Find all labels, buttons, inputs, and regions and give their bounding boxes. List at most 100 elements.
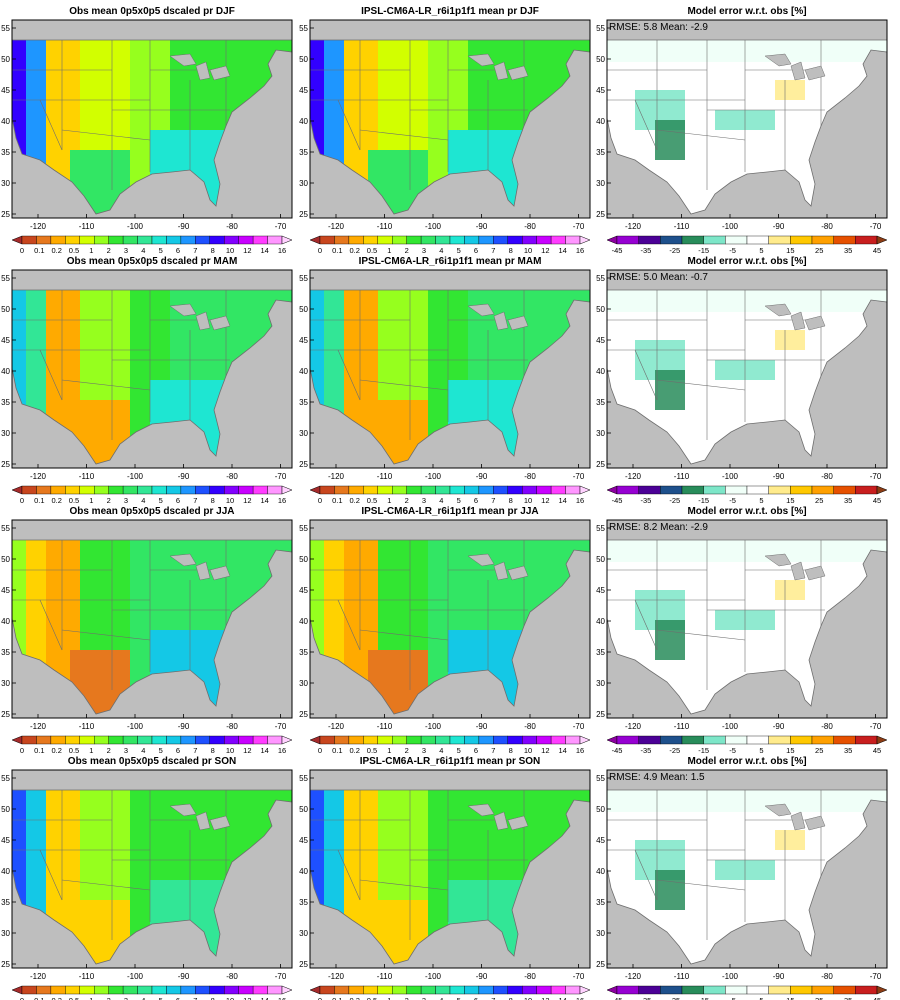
colorbar-swatch: [811, 985, 834, 995]
lat-tick-label: 55: [1, 524, 10, 533]
lat-tick-label: 50: [596, 55, 605, 64]
colorbar-label: 0: [318, 496, 322, 505]
state-boundary: [61, 379, 151, 391]
colorbar-label: 5: [159, 496, 163, 505]
colorbar-swatch: [11, 985, 23, 995]
error-stats: RMSE: 5.8 Mean: -2.9: [609, 22, 708, 33]
great-lake: [804, 565, 826, 581]
state-boundary: [656, 879, 746, 891]
colorbar-label: 0.1: [332, 996, 342, 1000]
colorbar: -45 -35 -25 -15 -5 5 15 25 35 45: [606, 235, 888, 255]
lat-tick-label: 25: [299, 960, 308, 969]
great-lake: [467, 303, 495, 317]
colorbar-label: 0.5: [69, 246, 79, 255]
colorbar-swatch: [550, 735, 566, 745]
colorbar-label: 6: [474, 246, 478, 255]
colorbar-label: 6: [176, 246, 180, 255]
lat-tick-label: 50: [299, 805, 308, 814]
error-field: [775, 580, 805, 600]
colorbar-swatch: [209, 985, 225, 995]
map-frame: [309, 269, 591, 469]
colorbar-label: 7: [193, 996, 197, 1000]
colorbar-label: 6: [176, 496, 180, 505]
colorbar-swatch: [833, 735, 856, 745]
colorbar-swatch: [855, 735, 878, 745]
lon-tick-label: -70: [573, 222, 585, 231]
lat-tick-label: 50: [596, 805, 605, 814]
panel-title: Obs mean 0p5x0p5 dscaled pr DJF: [69, 6, 235, 17]
lon-tick-label: -90: [476, 222, 488, 231]
colorbar-swatch: [638, 235, 661, 245]
colorbar-label: 0: [318, 746, 322, 755]
colorbar-swatch: [507, 735, 523, 745]
colorbar-label: 4: [141, 496, 145, 505]
colorbar-label: 2: [405, 996, 409, 1000]
lat-tick-label: 50: [299, 55, 308, 64]
state-boundary: [359, 629, 449, 641]
error-field: [655, 620, 685, 660]
colorbar-swatch: [65, 985, 80, 995]
colorbar-label: 15: [786, 246, 794, 255]
colorbar-swatch: [522, 485, 537, 495]
great-lake: [804, 815, 826, 831]
error-field: [607, 790, 887, 812]
colorbar-swatch: [151, 485, 167, 495]
colorbar-label: 1: [387, 246, 391, 255]
colorbar-swatch: [195, 485, 210, 495]
colorbar-label: 16: [576, 746, 584, 755]
colorbar-swatch: [195, 235, 210, 245]
colorbar-label: 2: [405, 246, 409, 255]
coastline: [11, 39, 293, 215]
lat-tick-label: 35: [1, 898, 10, 907]
colorbar-swatch: [309, 735, 321, 745]
colorbar-label: 10: [226, 746, 234, 755]
lon-tick-label: -110: [79, 722, 95, 731]
error-field: [607, 40, 887, 62]
colorbar-swatch: [21, 235, 37, 245]
lon-tick-label: -100: [722, 722, 739, 731]
colorbar-swatch: [616, 735, 639, 745]
colorbar-swatch: [449, 985, 465, 995]
colorbar-swatch: [79, 735, 95, 745]
colorbar-swatch: [166, 985, 182, 995]
colorbar-swatch: [36, 735, 52, 745]
lon-tick-label: -80: [821, 222, 833, 231]
lat-tick-label: 55: [596, 524, 605, 533]
map-frame: [606, 769, 888, 969]
state-boundary: [61, 129, 151, 141]
colorbar-swatch: [392, 985, 407, 995]
map-panel: Model error w.r.t. obs [%]25303540455055…: [596, 756, 888, 1000]
lon-tick-label: -100: [425, 972, 442, 981]
colorbar-swatch: [224, 985, 239, 995]
lat-tick-label: 30: [1, 429, 10, 438]
error-stats: RMSE: 8.2 Mean: -2.9: [609, 522, 708, 533]
colorbar-swatch: [616, 985, 639, 995]
colorbar-label: 2: [107, 246, 111, 255]
colorbar-swatch: [725, 735, 748, 745]
lon-tick-label: -90: [178, 972, 190, 981]
colorbar-label: 35: [844, 246, 852, 255]
lon-tick-label: -90: [178, 222, 190, 231]
colorbar-label: 45: [873, 496, 881, 505]
colorbar-label: 25: [815, 996, 823, 1000]
colorbar-swatch: [746, 485, 769, 495]
colorbar-swatch: [238, 485, 254, 495]
colorbar-label: -45: [612, 496, 623, 505]
state-boundary: [634, 99, 658, 151]
colorbar-swatch: [790, 235, 813, 245]
lat-tick-label: 40: [1, 617, 10, 626]
colorbar-label: 45: [873, 996, 881, 1000]
panel-title: Model error w.r.t. obs [%]: [687, 756, 806, 767]
error-stats: RMSE: 4.9 Mean: 1.5: [609, 772, 705, 783]
colorbar-swatch: [579, 485, 591, 495]
colorbar-swatch: [209, 735, 225, 745]
colorbar-swatch: [616, 485, 639, 495]
colorbar-label: 4: [439, 496, 443, 505]
lon-tick-label: -120: [625, 222, 642, 231]
colorbar-label: 14: [558, 746, 566, 755]
great-lake: [764, 553, 792, 567]
great-lake: [790, 311, 806, 331]
colorbar-label: 0.2: [51, 746, 61, 755]
colorbar-label: 4: [141, 996, 145, 1000]
